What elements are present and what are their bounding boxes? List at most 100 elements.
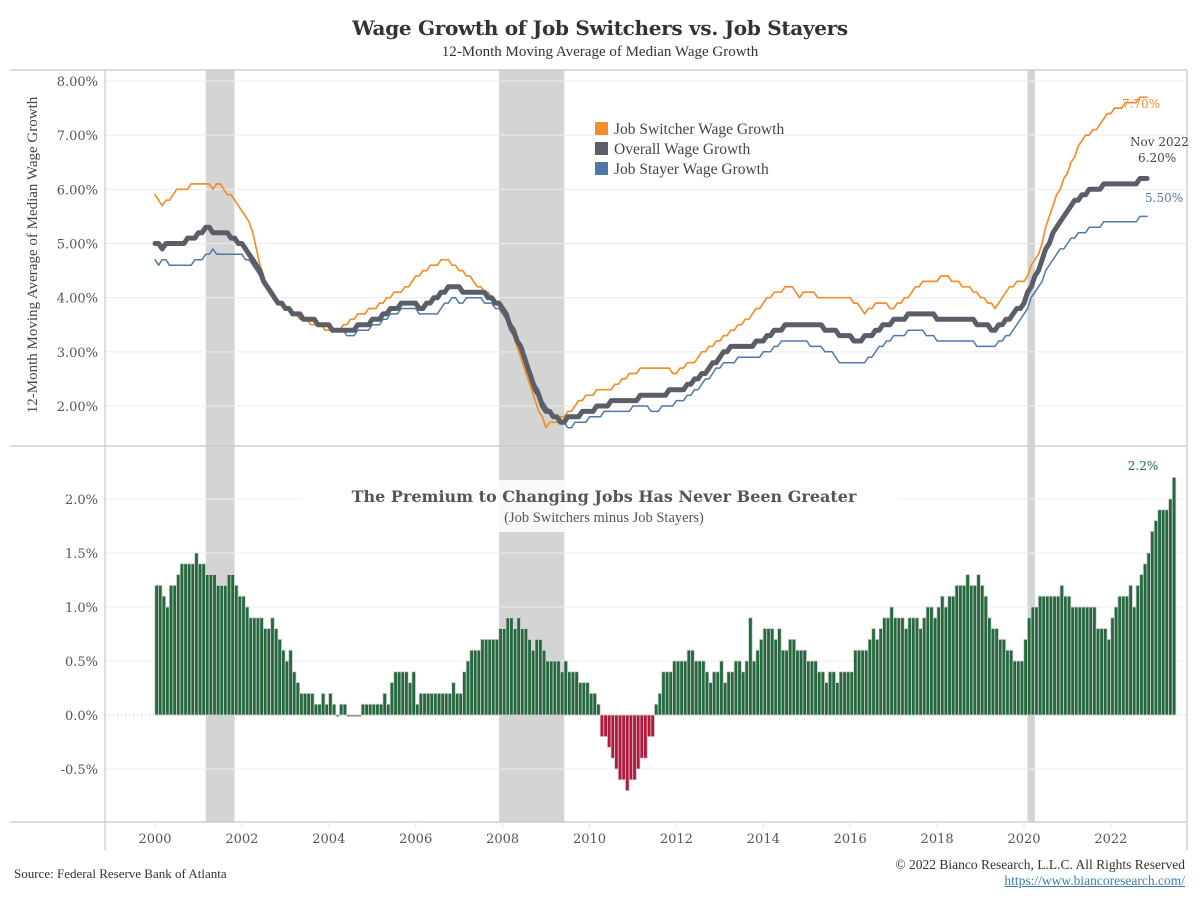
y-tick-label: 1.5% <box>65 547 98 562</box>
bar <box>893 617 898 716</box>
website-link[interactable]: https://www.biancoresearch.com/ <box>1004 873 1185 888</box>
bar <box>983 595 988 716</box>
bar <box>646 714 652 738</box>
bar <box>1157 509 1162 716</box>
y-tick-label: 2.0% <box>65 493 98 508</box>
bar <box>675 660 681 716</box>
bar <box>1070 606 1075 716</box>
bar <box>415 703 420 716</box>
bar <box>320 693 326 716</box>
bar <box>190 563 196 716</box>
bar <box>889 606 894 716</box>
bar <box>668 671 673 716</box>
bar <box>1084 606 1090 716</box>
bar <box>559 671 565 716</box>
bar <box>994 628 999 716</box>
bar <box>1008 649 1014 716</box>
bar <box>165 606 170 716</box>
bar <box>1168 498 1173 716</box>
bar <box>248 617 253 716</box>
bar <box>990 628 996 716</box>
bar <box>538 639 543 716</box>
bar <box>958 585 963 716</box>
bar <box>1146 552 1151 716</box>
bar <box>932 617 938 716</box>
bar <box>194 552 199 716</box>
bar <box>454 693 460 716</box>
wage-growth-lines <box>152 96 1150 429</box>
bar <box>436 693 442 716</box>
bar <box>516 617 521 716</box>
bar <box>719 660 724 716</box>
bar <box>701 660 706 716</box>
bar <box>1005 649 1010 716</box>
bar <box>1030 606 1036 716</box>
bar <box>378 703 384 716</box>
bar <box>498 628 503 716</box>
bar <box>208 574 214 716</box>
bar <box>726 671 731 716</box>
bar <box>223 585 228 716</box>
bar <box>1077 606 1083 716</box>
y-tick-label: 5.00% <box>57 237 98 252</box>
bar <box>925 606 931 716</box>
bar <box>918 628 923 716</box>
bar <box>1132 606 1137 716</box>
bar <box>520 628 525 716</box>
bar <box>845 671 851 716</box>
bar <box>201 563 206 716</box>
bar <box>791 639 797 716</box>
bar <box>650 714 655 738</box>
bar <box>501 628 507 716</box>
bar <box>972 585 978 716</box>
bar <box>313 703 319 716</box>
bar <box>878 628 883 716</box>
x-tick-label: 2018 <box>921 832 954 847</box>
bar <box>987 617 992 716</box>
bar <box>176 574 181 716</box>
bar <box>563 660 568 716</box>
bar <box>1103 628 1108 716</box>
x-tick-label: 2016 <box>834 832 867 847</box>
bar <box>882 617 887 716</box>
bar <box>317 703 322 716</box>
bar <box>907 617 912 716</box>
bar <box>610 714 616 759</box>
bar <box>1095 628 1101 716</box>
copyright-note: © 2022 Bianco Research, L.L.C. All Right… <box>895 857 1185 889</box>
bar <box>1059 585 1065 716</box>
bar <box>458 693 463 716</box>
bar <box>288 649 293 716</box>
bar <box>530 649 536 716</box>
bar <box>291 671 297 716</box>
bar <box>965 574 970 716</box>
bar <box>722 682 728 716</box>
bar <box>762 628 768 716</box>
bar <box>1012 660 1017 716</box>
bar <box>1041 595 1046 716</box>
bar <box>969 585 974 716</box>
bar <box>462 671 467 716</box>
bar <box>1099 628 1104 716</box>
bar <box>809 660 815 716</box>
bar <box>567 671 572 716</box>
bar <box>1023 639 1028 716</box>
bar <box>549 660 554 716</box>
bar <box>476 649 482 716</box>
bar <box>777 628 782 716</box>
bar <box>465 660 471 716</box>
bar <box>896 617 902 716</box>
legend-swatch-switcher <box>595 122 608 135</box>
bar <box>943 606 949 716</box>
bar <box>480 639 485 716</box>
y-tick-label: 3.00% <box>57 346 98 361</box>
bar <box>712 671 717 716</box>
bar <box>255 617 261 716</box>
bar <box>324 703 329 716</box>
bar <box>357 714 362 717</box>
bar <box>1121 595 1126 716</box>
bar <box>440 693 445 716</box>
premium-panel-title: The Premium to Changing Jobs Has Never B… <box>352 487 857 506</box>
bar <box>1135 585 1141 716</box>
bar <box>534 639 540 716</box>
